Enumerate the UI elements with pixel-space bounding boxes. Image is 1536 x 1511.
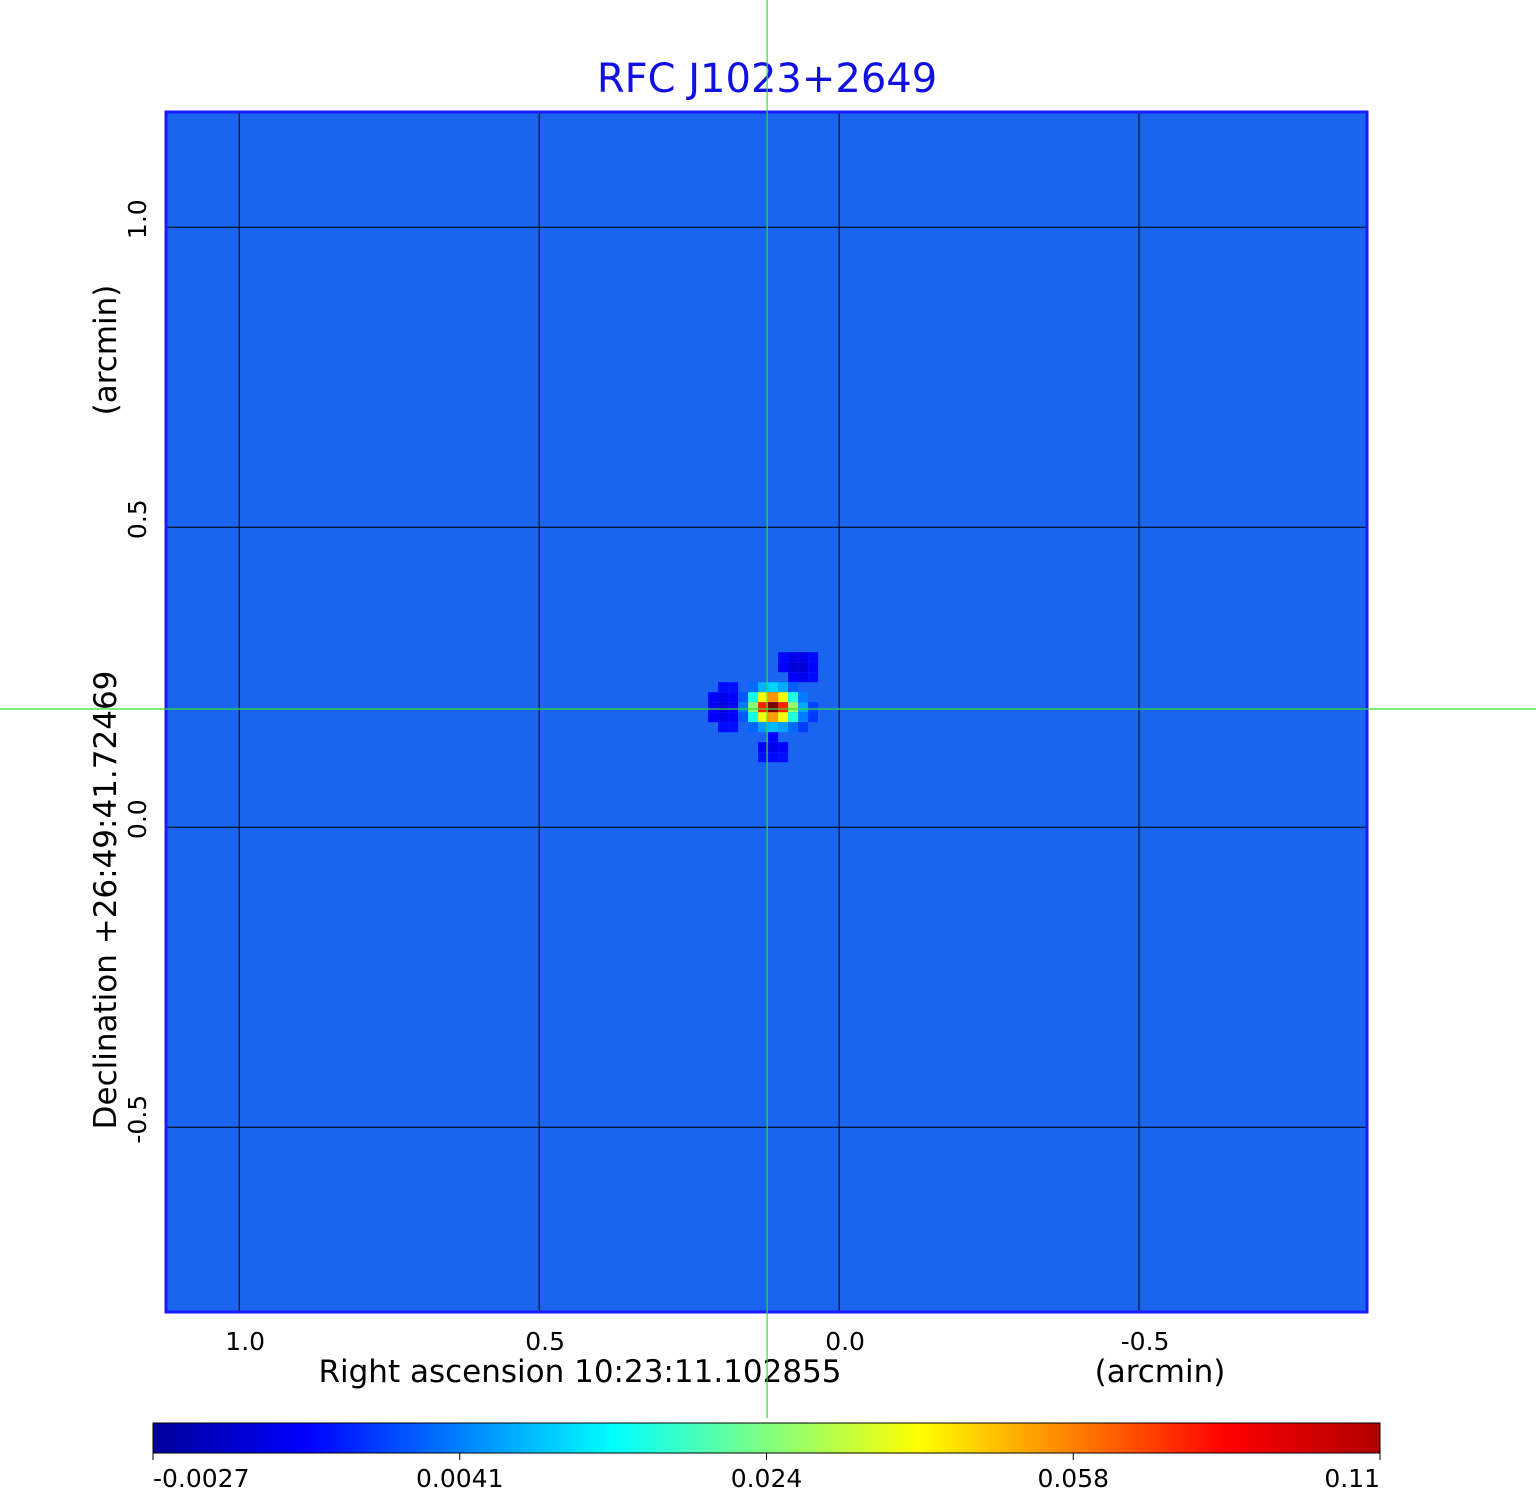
map-pixel: [808, 702, 819, 713]
map-pixel: [768, 692, 779, 703]
colorbar-ticks: -0.0027 0.0041 0.024 0.058 0.11: [152, 1453, 1381, 1493]
map-pixel: [788, 702, 799, 713]
map-pixel: [718, 722, 729, 733]
map-pixel: [738, 702, 749, 713]
map-pixel: [758, 722, 769, 733]
map-pixel: [788, 672, 799, 683]
map-pixel: [758, 752, 769, 763]
map-pixel: [778, 722, 789, 733]
map-pixel: [728, 692, 739, 703]
colorbar-tick-label: 0.058: [1037, 1464, 1109, 1493]
map-pixel: [748, 692, 759, 703]
map-pixel: [768, 742, 779, 753]
map-pixel: [708, 702, 719, 713]
map-pixel: [748, 722, 759, 733]
map-pixel: [778, 652, 789, 663]
map-pixel: [758, 712, 769, 723]
map-pixel: [738, 692, 749, 703]
map-pixel: [718, 702, 729, 713]
map-pixel: [768, 712, 779, 723]
y-tick-label: -0.5: [123, 1095, 152, 1144]
map-pixel: [808, 652, 819, 663]
map-pixel: [748, 702, 759, 713]
map-pixel: [788, 662, 799, 673]
x-tick-label: 1.0: [225, 1327, 265, 1356]
map-pixel: [738, 712, 749, 723]
colorbar-tick-label: 0.11: [1324, 1464, 1380, 1493]
map-pixel: [808, 672, 819, 683]
map-pixel: [748, 712, 759, 723]
map-pixel: [778, 742, 789, 753]
map-pixel: [798, 662, 809, 673]
map-pixel: [758, 682, 769, 693]
x-tick-label: 0.5: [525, 1327, 565, 1356]
colorbar-tick-label: 0.0041: [416, 1464, 503, 1493]
x-tick-label: -0.5: [1121, 1327, 1170, 1356]
map-pixel: [798, 702, 809, 713]
map-pixel: [798, 722, 809, 733]
map-pixel: [768, 732, 779, 743]
map-pixel: [708, 712, 719, 723]
map-pixel: [808, 712, 819, 723]
map-pixel: [798, 692, 809, 703]
map-pixel: [778, 702, 789, 713]
map-pixel: [798, 652, 809, 663]
map-pixel: [728, 682, 739, 693]
x-axis-unit: (arcmin): [1095, 1354, 1226, 1390]
map-pixel: [778, 752, 789, 763]
map-pixel: [778, 662, 789, 673]
map-pixel: [778, 712, 789, 723]
map-pixel: [788, 692, 799, 703]
map-pixel: [768, 752, 779, 763]
colorbar-tick-label: 0.024: [731, 1464, 803, 1493]
map-pixel: [788, 682, 799, 693]
map-pixel: [758, 742, 769, 753]
map-pixel: [728, 702, 739, 713]
map-pixel: [798, 712, 809, 723]
map-pixel: [768, 702, 779, 713]
colorbar-tick-label: -0.0027: [153, 1464, 250, 1493]
map-pixel: [758, 692, 769, 703]
map-pixel: [708, 692, 719, 703]
map-pixel: [788, 712, 799, 723]
map-pixel: [758, 702, 769, 713]
y-axis-unit: (arcmin): [88, 285, 124, 416]
colorbar: [152, 1422, 1381, 1454]
map-pixel: [728, 722, 739, 733]
map-pixel: [768, 722, 779, 733]
map-pixel: [748, 682, 759, 693]
map-pixel: [718, 682, 729, 693]
y-tick-label: 1.0: [123, 199, 152, 239]
x-axis-label: Right ascension 10:23:11.102855: [318, 1354, 841, 1390]
map-pixel: [808, 662, 819, 673]
y-tick-label: 0.0: [123, 799, 152, 839]
map-pixel: [768, 682, 779, 693]
y-tick-label: 0.5: [123, 499, 152, 539]
map-pixel: [728, 712, 739, 723]
x-tick-label: 0.0: [825, 1327, 865, 1356]
y-tick-labels: 1.0 0.5 0.0 -0.5: [123, 199, 152, 1143]
map-pixel: [778, 682, 789, 693]
map-pixel: [798, 672, 809, 683]
map-pixel: [778, 692, 789, 703]
x-tick-labels: 1.0 0.5 0.0 -0.5: [225, 1327, 1169, 1356]
map-pixel: [788, 652, 799, 663]
map-pixel: [718, 692, 729, 703]
map-pixel: [718, 712, 729, 723]
y-axis-label: Declination +26:49:41.72469: [88, 671, 124, 1130]
map-pixel: [788, 722, 799, 733]
